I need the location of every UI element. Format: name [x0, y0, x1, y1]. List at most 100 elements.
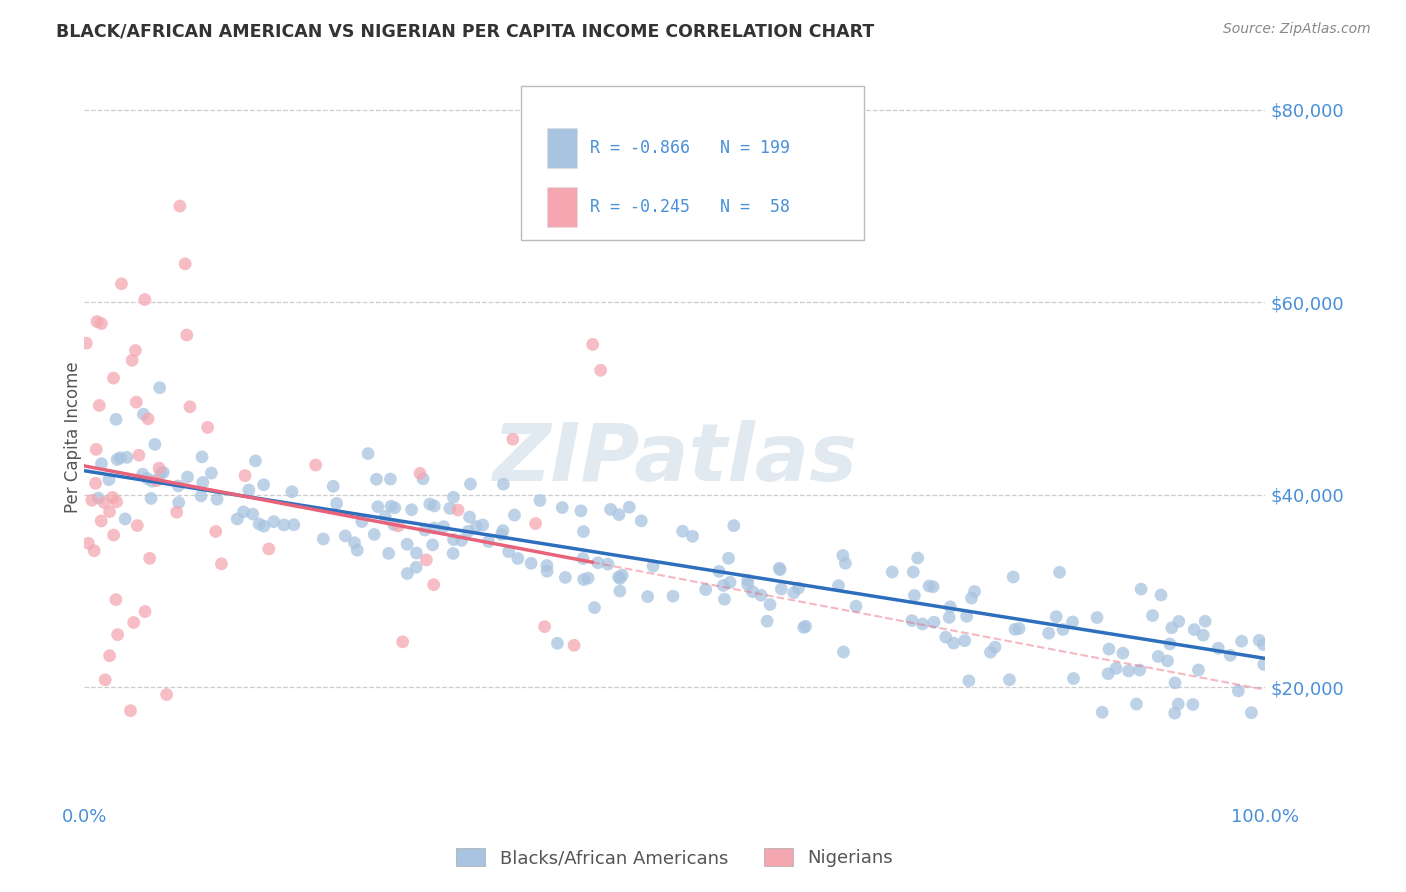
Point	[717, 551, 740, 566]
Point	[1150, 588, 1173, 602]
Point	[783, 585, 806, 599]
Point	[156, 688, 179, 702]
Point	[105, 452, 128, 467]
Point	[718, 575, 741, 590]
Point	[1167, 697, 1189, 711]
Point	[641, 559, 664, 574]
Point	[1160, 621, 1182, 635]
Point	[387, 519, 409, 533]
Point	[609, 571, 631, 585]
Point	[191, 450, 214, 464]
Point	[166, 505, 188, 519]
Point	[834, 556, 856, 570]
Point	[768, 561, 790, 575]
Point	[1227, 684, 1250, 698]
Point	[281, 484, 304, 499]
Point	[572, 551, 595, 566]
Point	[1130, 582, 1153, 596]
Point	[273, 517, 295, 532]
Point	[325, 496, 347, 510]
Point	[134, 605, 156, 619]
Point	[1194, 614, 1216, 628]
Point	[283, 517, 305, 532]
Point	[391, 635, 413, 649]
Point	[576, 571, 599, 585]
Point	[1181, 698, 1204, 712]
Point	[492, 524, 515, 538]
Point	[263, 515, 285, 529]
Text: BLACK/AFRICAN AMERICAN VS NIGERIAN PER CAPITA INCOME CORRELATION CHART: BLACK/AFRICAN AMERICAN VS NIGERIAN PER C…	[56, 22, 875, 40]
Point	[1240, 706, 1263, 720]
Point	[366, 472, 388, 486]
Point	[1098, 642, 1121, 657]
Point	[167, 495, 190, 509]
Point	[136, 412, 159, 426]
Point	[546, 636, 568, 650]
Point	[572, 573, 595, 587]
Point	[491, 527, 513, 541]
Point	[1052, 623, 1074, 637]
Point	[441, 490, 464, 504]
Point	[998, 673, 1021, 687]
Point	[922, 615, 945, 630]
Point	[145, 474, 167, 488]
Point	[238, 483, 260, 497]
Point	[125, 395, 148, 409]
Point	[346, 543, 368, 558]
Point	[89, 399, 111, 413]
Point	[1156, 654, 1178, 668]
Point	[536, 558, 558, 573]
Point	[1164, 676, 1187, 690]
Point	[120, 704, 142, 718]
Point	[609, 584, 631, 599]
Point	[794, 619, 817, 633]
Point	[384, 500, 406, 515]
Point	[465, 519, 488, 533]
Point	[174, 257, 197, 271]
Point	[138, 551, 160, 566]
Point	[441, 546, 464, 560]
Text: R = -0.866   N = 199: R = -0.866 N = 199	[591, 139, 790, 157]
Point	[827, 579, 849, 593]
Point	[741, 584, 763, 599]
Point	[1192, 628, 1215, 642]
Point	[197, 420, 219, 434]
Point	[114, 512, 136, 526]
Point	[232, 505, 254, 519]
Point	[918, 579, 941, 593]
Point	[723, 518, 745, 533]
Point	[759, 598, 782, 612]
Point	[607, 570, 630, 584]
Point	[662, 589, 685, 603]
Point	[253, 477, 276, 491]
Point	[350, 515, 373, 529]
Point	[75, 336, 97, 351]
Point	[460, 477, 482, 491]
Point	[551, 500, 574, 515]
Point	[143, 437, 166, 451]
Point	[612, 568, 634, 582]
Point	[101, 491, 124, 505]
Point	[1004, 623, 1026, 637]
Point	[377, 546, 399, 560]
Point	[713, 592, 735, 607]
Point	[492, 477, 515, 491]
Point	[963, 584, 986, 599]
Point	[103, 371, 125, 385]
Text: ZIPatlas: ZIPatlas	[492, 420, 858, 498]
Point	[831, 549, 853, 563]
Point	[769, 563, 792, 577]
Point	[423, 521, 446, 535]
Point	[152, 466, 174, 480]
Point	[671, 524, 693, 539]
Point	[167, 479, 190, 493]
Point	[1206, 641, 1229, 656]
Point	[335, 529, 357, 543]
Point	[176, 470, 198, 484]
Point	[176, 328, 198, 343]
Point	[1049, 566, 1071, 580]
Point	[127, 518, 149, 533]
Point	[637, 590, 659, 604]
Point	[956, 609, 979, 624]
Point	[97, 473, 120, 487]
